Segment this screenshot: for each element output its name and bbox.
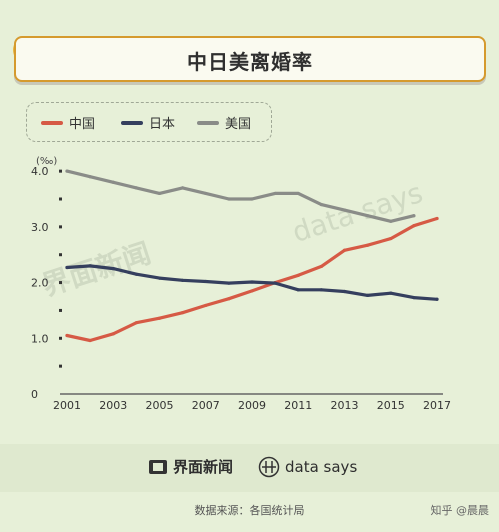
legend-item-usa: 美国 xyxy=(197,113,251,132)
data-point-1 xyxy=(412,296,416,300)
data-point-2 xyxy=(389,219,393,223)
data-point-2 xyxy=(111,180,115,184)
legend-swatch-japan xyxy=(121,120,143,125)
brand-name-jiemian: 界面新闻 xyxy=(173,458,234,476)
legend-label-japan: 日本 xyxy=(149,117,176,132)
data-point-1 xyxy=(204,279,208,284)
legend: 中国 日本 美国 xyxy=(26,102,272,142)
x-tick-label: 2011 xyxy=(284,399,312,412)
data-point-2 xyxy=(412,214,416,218)
chart-title: 中日美离婚率 xyxy=(187,50,313,74)
data-point-2 xyxy=(134,186,138,190)
x-tick-label: 2003 xyxy=(99,399,127,412)
legend-item-china: 中国 xyxy=(41,113,95,132)
brand-logo-jiemian: 界面新闻 xyxy=(148,456,233,477)
x-tick-label: 2007 xyxy=(192,399,220,412)
data-point-1 xyxy=(366,293,370,297)
data-point-2 xyxy=(204,191,208,196)
chart-lines xyxy=(65,169,439,343)
data-source: 数据来源：各国统计局 xyxy=(194,504,305,517)
data-point-2 xyxy=(250,197,254,201)
legend-label-usa: 美国 xyxy=(225,117,252,132)
data-point-0 xyxy=(65,333,69,338)
data-point-0 xyxy=(88,338,92,343)
y-axis-unit-label: (‰) xyxy=(36,156,57,167)
data-point-1 xyxy=(88,264,92,268)
y-tick-mark xyxy=(59,364,62,368)
data-point-1 xyxy=(65,265,69,270)
data-point-0 xyxy=(227,297,231,301)
data-point-2 xyxy=(181,186,185,190)
y-tick-mark xyxy=(59,225,62,229)
data-point-0 xyxy=(296,273,300,277)
data-point-0 xyxy=(111,332,115,336)
data-point-0 xyxy=(319,264,323,269)
data-point-1 xyxy=(342,289,347,294)
data-point-1 xyxy=(296,288,300,292)
data-point-2 xyxy=(342,208,347,212)
title-banner: 中日美离婚率 xyxy=(14,36,486,82)
credit-text: 知乎 @晨晨 xyxy=(430,504,490,517)
data-point-0 xyxy=(250,289,254,293)
data-point-1 xyxy=(273,281,277,285)
data-point-0 xyxy=(181,311,185,315)
y-tick-mark xyxy=(59,281,62,285)
y-tick-label: 2.0 xyxy=(31,277,49,290)
legend-item-japan: 日本 xyxy=(121,113,175,132)
y-tick-mark xyxy=(59,169,62,173)
data-point-0 xyxy=(412,224,416,228)
brand-name-datasays: data says xyxy=(285,458,358,476)
data-point-2 xyxy=(296,191,300,196)
datasays-logo-icon xyxy=(258,456,280,478)
footer-band xyxy=(0,444,499,492)
data-point-0 xyxy=(389,236,393,241)
data-point-2 xyxy=(88,175,92,179)
data-point-2 xyxy=(157,191,162,196)
x-tick-label: 2009 xyxy=(238,399,266,412)
series-line-0 xyxy=(65,216,439,343)
x-tick-label: 2017 xyxy=(423,399,451,412)
jiemian-logo-icon xyxy=(149,459,167,474)
y-tick-mark xyxy=(59,308,62,312)
x-tick-label: 2001 xyxy=(53,399,81,412)
data-point-1 xyxy=(435,297,439,301)
data-point-2 xyxy=(366,214,370,218)
data-point-0 xyxy=(366,243,370,247)
y-tick-label: 3.0 xyxy=(31,221,49,234)
y-tick-mark xyxy=(59,197,62,201)
legend-label-china: 中国 xyxy=(69,117,96,132)
legend-swatch-usa xyxy=(197,120,219,125)
data-point-2 xyxy=(65,169,69,173)
data-point-1 xyxy=(250,280,254,284)
data-point-1 xyxy=(319,288,323,292)
data-point-2 xyxy=(273,191,277,196)
data-point-2 xyxy=(227,197,231,201)
chart-axes: (‰) 0 1.0 2.0 3.0 4.0 2001 2003 2005 2007 2009 2011… xyxy=(31,156,451,412)
data-point-1 xyxy=(181,278,185,282)
x-tick-label: 2015 xyxy=(377,399,405,412)
series-line-2 xyxy=(65,169,416,223)
data-point-0 xyxy=(134,321,138,325)
data-point-0 xyxy=(435,216,439,221)
x-tick-label: 2005 xyxy=(146,399,174,412)
data-point-0 xyxy=(157,316,162,320)
data-point-1 xyxy=(157,276,162,280)
data-point-1 xyxy=(134,272,138,276)
data-point-0 xyxy=(342,248,347,252)
brand-logo-datasays: data says xyxy=(258,456,357,478)
legend-swatch-china xyxy=(41,120,63,125)
y-tick-mark xyxy=(59,253,62,257)
y-tick-label: 0 xyxy=(31,388,38,401)
data-point-1 xyxy=(389,291,393,295)
y-tick-mark xyxy=(59,336,62,340)
data-point-1 xyxy=(111,267,115,271)
y-tick-label: 1.0 xyxy=(31,332,49,345)
x-tick-label: 2013 xyxy=(331,399,359,412)
line-chart: (‰) 0 1.0 2.0 3.0 4.0 2001 2003 2005 2007 2009 2011… xyxy=(31,156,451,412)
data-point-2 xyxy=(319,202,323,207)
data-point-1 xyxy=(227,281,231,285)
data-point-0 xyxy=(204,303,208,308)
y-tick-label: 4.0 xyxy=(31,165,49,178)
